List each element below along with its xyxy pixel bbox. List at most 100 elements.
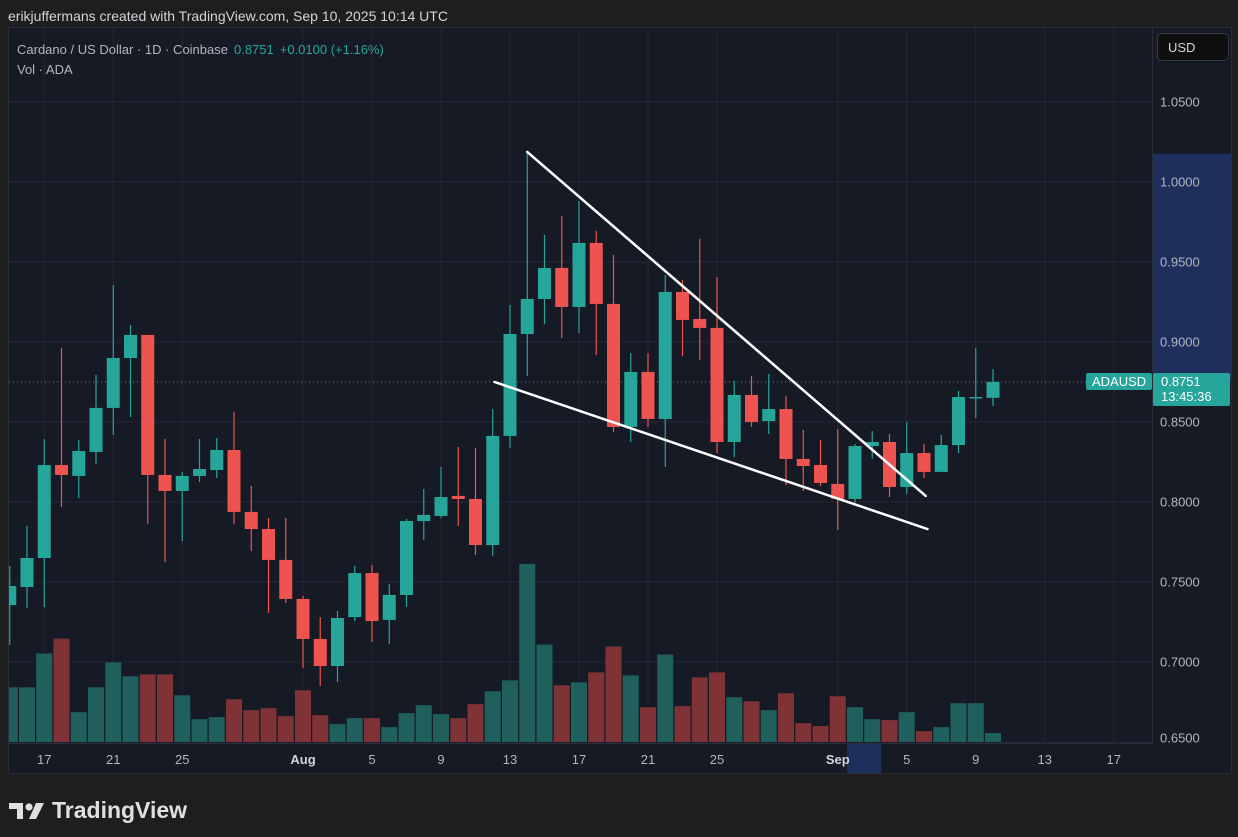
candle-body xyxy=(710,327,724,442)
volume-bar xyxy=(36,653,53,742)
candle-body xyxy=(641,371,655,419)
symbol-tag: ADAUSD xyxy=(1086,373,1153,390)
candle-body xyxy=(900,453,914,487)
candle-body xyxy=(555,267,569,307)
candle-body xyxy=(969,397,983,399)
volume-bar xyxy=(898,712,915,742)
time-tick-label: Aug xyxy=(290,752,316,767)
price-tick-label: 0.8000 xyxy=(1160,494,1200,510)
candle-body xyxy=(9,586,17,606)
candle-body xyxy=(469,498,482,546)
volume-bar xyxy=(295,690,311,742)
candle-body xyxy=(658,291,672,419)
candle-body xyxy=(865,442,879,446)
volume-bar xyxy=(364,718,380,742)
candle-body xyxy=(538,267,551,299)
candle-body xyxy=(607,303,620,427)
volume-bar xyxy=(985,733,1001,742)
symbol-description[interactable]: Cardano / US Dollar · 1D · Coinbase xyxy=(17,42,228,57)
volume-bar xyxy=(329,724,346,742)
volume-bar xyxy=(450,718,467,742)
candle-body xyxy=(89,407,103,452)
time-tick-label: 13 xyxy=(502,752,518,767)
time-range-highlight xyxy=(847,744,882,773)
candle-body xyxy=(814,465,827,483)
volume-bar xyxy=(743,701,760,742)
time-tick-label: 13 xyxy=(1037,752,1052,767)
candle-body xyxy=(520,298,534,334)
candle-body xyxy=(124,334,137,358)
time-axis[interactable] xyxy=(8,743,1152,775)
volume-bar xyxy=(312,715,329,742)
volume-bar xyxy=(950,703,967,742)
candle-body xyxy=(55,465,68,475)
volume-bar xyxy=(778,693,794,742)
time-tick-label: 21 xyxy=(106,752,121,767)
candle-body xyxy=(158,474,172,491)
candle-body xyxy=(693,318,707,328)
time-tick-label: 25 xyxy=(175,752,190,767)
candle-body xyxy=(952,397,965,446)
price-tick-label: 1.0500 xyxy=(1160,94,1200,110)
volume-bar xyxy=(691,677,708,742)
candle-body xyxy=(917,453,931,472)
volume-bar xyxy=(933,727,950,742)
volume-bar xyxy=(381,727,398,742)
candle-body xyxy=(20,558,34,587)
price-tick-label: 0.9500 xyxy=(1160,254,1200,270)
last-price: 0.8751 xyxy=(233,42,274,57)
candle-body xyxy=(279,559,293,599)
volume-bar xyxy=(760,710,777,742)
candle-body xyxy=(796,458,810,466)
volume-bar xyxy=(191,719,208,742)
candle-body xyxy=(382,594,396,620)
last-price-tag: 0.8751 13:45:36 xyxy=(1153,373,1230,406)
candle-body xyxy=(296,598,310,639)
volume-bar xyxy=(9,687,18,742)
candle-body xyxy=(417,514,431,522)
volume-legend[interactable]: Vol · ADA xyxy=(17,62,73,77)
time-tick-label: 17 xyxy=(37,752,52,767)
candle-body xyxy=(745,394,758,422)
volume-bar xyxy=(157,674,173,742)
volume-bar xyxy=(881,720,898,742)
candle-body xyxy=(934,445,948,472)
volume-bar xyxy=(467,704,484,742)
candle-body xyxy=(37,465,51,558)
tradingview-logo[interactable]: TradingView xyxy=(9,797,187,824)
candle-body xyxy=(348,573,362,618)
volume-bar xyxy=(415,705,432,742)
time-tick-label: 5 xyxy=(368,752,376,767)
volume-bar xyxy=(243,710,260,742)
volume-bar xyxy=(122,676,139,742)
volume-bar xyxy=(967,703,984,742)
time-tick-label: Sep xyxy=(825,752,850,767)
volume-bar xyxy=(795,723,812,742)
volume-bar xyxy=(709,672,725,742)
candle-body xyxy=(848,446,862,499)
candle-body xyxy=(572,242,586,307)
volume-bar xyxy=(277,716,294,742)
currency-button[interactable]: USD xyxy=(1157,33,1229,61)
time-tick-label: 17 xyxy=(1106,752,1121,767)
time-tick-label: 25 xyxy=(709,752,725,767)
candle-body xyxy=(727,394,741,442)
volume-bar xyxy=(588,672,605,742)
candle-body xyxy=(831,483,845,499)
volume-bar xyxy=(864,719,881,742)
time-tick-label: 17 xyxy=(571,752,587,767)
price-tick-label: 0.9000 xyxy=(1160,334,1200,350)
candle-body xyxy=(141,334,155,475)
volume-bar xyxy=(105,662,122,742)
candle-body xyxy=(624,371,638,427)
candle-body xyxy=(331,618,344,666)
volume-bar xyxy=(622,675,639,742)
price-axis[interactable] xyxy=(1152,28,1232,743)
logo-text: TradingView xyxy=(52,797,188,823)
candle-body xyxy=(779,409,793,459)
price-tick-label: 1.0000 xyxy=(1160,174,1200,190)
candle-body xyxy=(210,450,224,470)
candle-body xyxy=(227,450,241,512)
volume-bar xyxy=(640,707,656,742)
